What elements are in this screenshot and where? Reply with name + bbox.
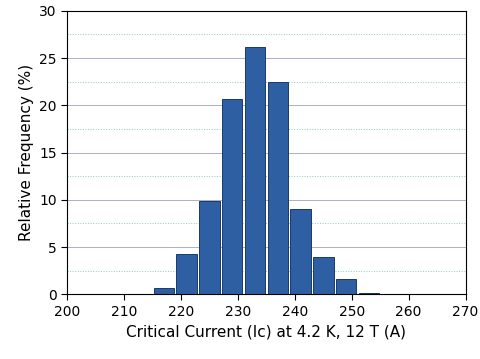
Bar — [267, 82, 288, 294]
Y-axis label: Relative Frequency (%): Relative Frequency (%) — [19, 64, 34, 241]
Bar — [222, 99, 242, 294]
Bar — [336, 279, 356, 294]
Bar — [313, 257, 334, 294]
X-axis label: Critical Current (Ic) at 4.2 K, 12 T (A): Critical Current (Ic) at 4.2 K, 12 T (A) — [126, 324, 407, 339]
Bar — [177, 254, 197, 294]
Bar — [199, 201, 220, 294]
Bar — [245, 47, 265, 294]
Bar — [290, 209, 311, 294]
Bar — [154, 288, 174, 294]
Bar — [359, 293, 379, 294]
